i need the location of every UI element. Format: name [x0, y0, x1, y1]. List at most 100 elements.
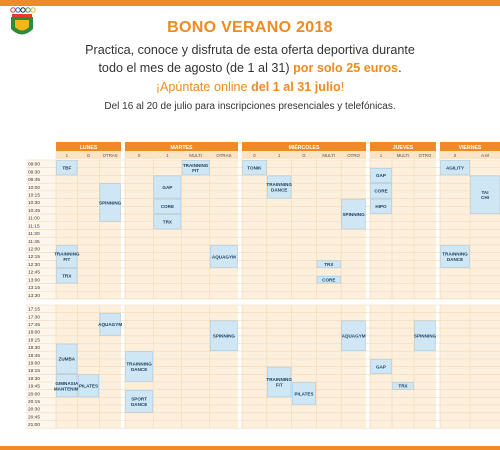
class-name: CORE [374, 189, 387, 194]
class-name: AQUAGYM [342, 334, 366, 339]
offer-period: todo el mes de agosto (de 1 al 31) [98, 61, 290, 75]
class-name: AGILITY [446, 166, 464, 171]
class-name: SPINNING [99, 200, 122, 205]
class-name: TRX [62, 274, 72, 279]
subcol-header-row [440, 151, 500, 159]
day-header [242, 142, 366, 151]
class-block [210, 245, 238, 268]
signup-punct: ! [340, 80, 345, 94]
class-name: DANCE [131, 402, 147, 407]
class-block [370, 168, 392, 183]
class-block [292, 382, 317, 405]
subcol-label: MULTI [397, 153, 410, 158]
class-name: FIT [276, 383, 283, 388]
class-block [341, 320, 366, 351]
class-block [125, 351, 153, 382]
class-block [370, 359, 392, 374]
class-name: SPORT [131, 396, 147, 401]
time-label: 19:00 [28, 361, 40, 367]
class-block [370, 183, 392, 199]
class-name: SPINNING [342, 212, 365, 217]
time-label: 12:15 [28, 254, 40, 260]
signup-dates: del 1 al 31 julio [251, 80, 341, 94]
class-name: DANCE [271, 188, 287, 193]
subcol-header-row [56, 151, 121, 159]
class-name: CORE [161, 204, 174, 209]
subcol-label: 0 [138, 153, 141, 158]
class-block [440, 245, 470, 268]
time-label: 19:45 [28, 384, 40, 390]
class-block [153, 175, 182, 199]
subcol-label: OTRO [347, 153, 360, 158]
time-label: 20:45 [28, 414, 40, 420]
class-name: FIT [63, 257, 70, 262]
subcol-label: MULTI [322, 153, 335, 158]
class-name: GAP [162, 185, 172, 190]
signup-text: ¡Apúntate online [155, 80, 248, 94]
class-name: GAP [376, 173, 386, 178]
top-orange-strip [0, 0, 500, 6]
class-block [153, 198, 182, 214]
class-name: MANTENIM. [54, 386, 80, 391]
intro-line: Practica, conoce y disfruta de esta ofer… [85, 43, 415, 57]
in-person-note: Del 16 al 20 de julio para inscripciones… [104, 101, 396, 112]
time-label: 18:15 [28, 337, 40, 343]
time-label: 17:15 [28, 307, 40, 313]
class-block [470, 175, 500, 214]
class-block [316, 260, 341, 268]
class-block [267, 175, 292, 199]
class-block [56, 160, 78, 176]
class-name: TRAINNING [266, 182, 292, 187]
time-label: 21:00 [28, 422, 40, 428]
day-header [370, 142, 436, 151]
class-name: PILATES [79, 384, 98, 389]
subcol-label: OTRO [419, 153, 432, 158]
bottom-orange-strip [0, 446, 500, 450]
class-name: SPINNING [414, 334, 437, 339]
subcol-label: 0 [253, 153, 256, 158]
page-title: BONO VERANO 2018 [167, 19, 333, 36]
time-label: 11:45 [28, 239, 40, 245]
municipal-logo [10, 7, 36, 35]
class-name: GIMNASIA [55, 381, 79, 386]
time-label: 11:15 [28, 223, 40, 229]
class-block [341, 198, 366, 230]
time-label: 19:15 [28, 368, 40, 374]
class-block [181, 160, 210, 176]
class-block [56, 374, 78, 398]
time-label: 11:00 [28, 216, 40, 222]
signup-line: ¡Apúntate online del 1 al 31 julio! [0, 80, 500, 94]
class-name: FIT [192, 168, 199, 173]
class-block [440, 160, 470, 176]
subcol-header-row [242, 151, 366, 159]
class-block [99, 313, 121, 336]
class-name: HIPO [375, 204, 387, 209]
subcol-header-row [125, 151, 238, 159]
class-block [414, 320, 436, 351]
time-label: 12:30 [28, 262, 40, 268]
day-header [56, 142, 121, 151]
class-name: TRAINNING [266, 377, 292, 382]
subcol-label: MULTI [189, 153, 202, 158]
subcol-label: A.M [481, 153, 489, 158]
time-label: 18:30 [28, 345, 40, 351]
time-label: 13:30 [28, 293, 40, 299]
time-label: 18:45 [28, 353, 40, 359]
class-block [56, 245, 78, 268]
time-label: 09:00 [28, 162, 40, 168]
class-block [316, 276, 341, 284]
class-name: TAI [481, 190, 488, 195]
class-name: DANCE [131, 367, 147, 372]
class-block [99, 183, 121, 222]
subcol-label: 0 [454, 153, 457, 158]
class-name: CORE [322, 277, 335, 282]
subcol-label: OTRAS [216, 153, 231, 158]
class-name: GAP [376, 364, 386, 369]
time-label: 10:30 [28, 200, 40, 206]
time-label: 11:30 [28, 231, 40, 237]
subcol-label: 1 [66, 153, 69, 158]
day-name: JUEVES [393, 145, 414, 151]
time-label: 09:30 [28, 169, 40, 175]
class-name: TRX [324, 262, 334, 267]
